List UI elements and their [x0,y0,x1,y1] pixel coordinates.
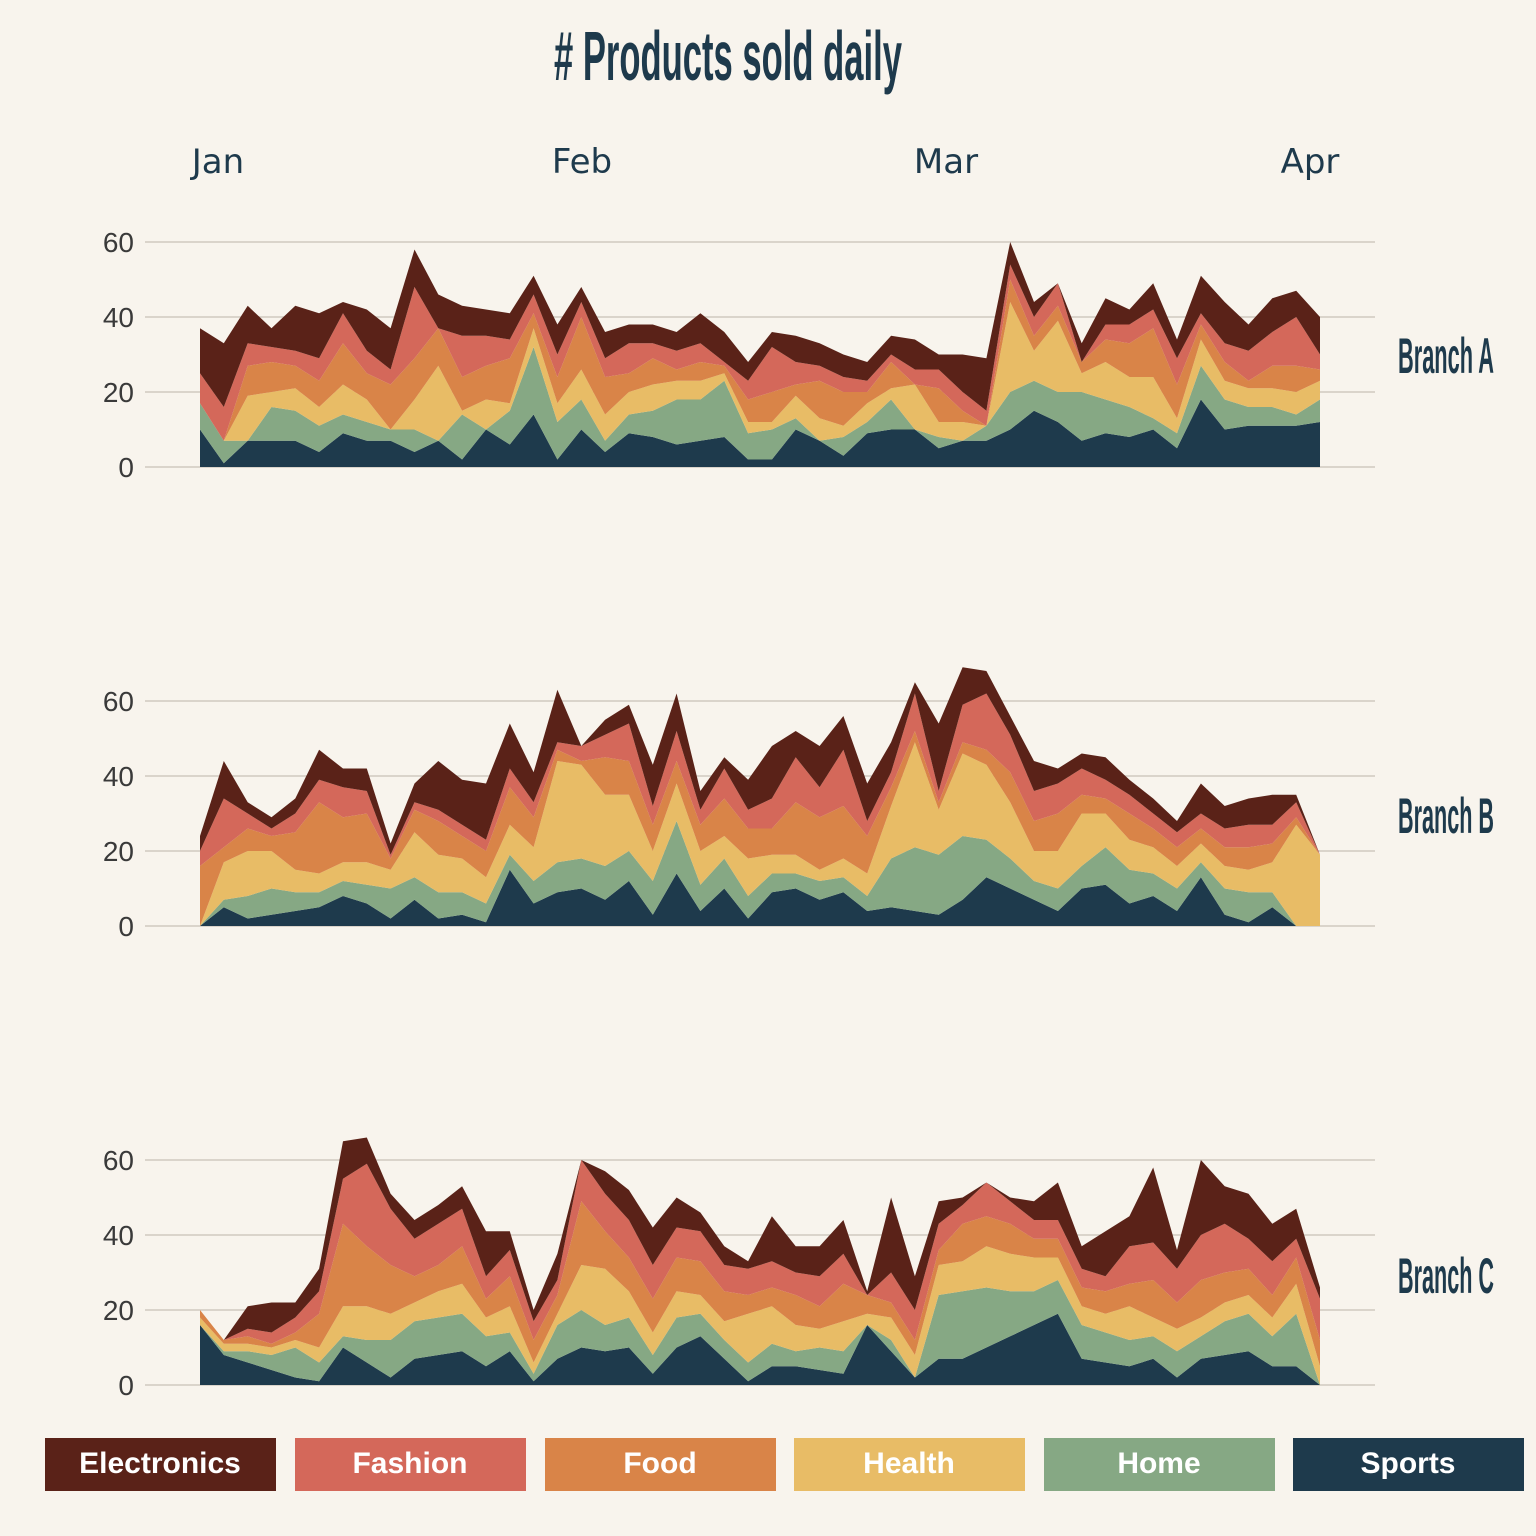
legend-item-electronics: Electronics [45,1438,276,1491]
y-tick-label: 40 [103,1220,134,1251]
month-tick-2: Mar [914,142,978,182]
y-tick-label: 60 [103,686,134,717]
panels: 0 20 40 60 Branch A 0 20 40 60 Branch B 0 20 40 60 Bra… [103,227,1494,1401]
y-tick-label: 40 [103,761,134,792]
legend-label: Fashion [352,1447,467,1480]
legend-item-health: Health [794,1438,1025,1491]
area-electronics [200,667,1320,855]
area-sports [200,1313,1320,1385]
legend-label: Sports [1360,1447,1455,1480]
y-tick-label: 20 [103,836,134,867]
area-health [200,1246,1320,1385]
area-home [200,347,1320,464]
month-axis: Jan Feb Mar Apr [190,142,1340,182]
y-tick-label: 0 [118,911,134,942]
y-tick-label: 60 [103,1145,134,1176]
y-tick-label: 60 [103,227,134,258]
area-electronics [200,1137,1320,1340]
legend-label: Electronics [79,1447,241,1480]
area-food [200,1201,1320,1367]
panel-2: 0 20 40 60 Branch B [103,667,1494,942]
month-tick-3: Apr [1281,142,1340,182]
legend-swatch [794,1438,1025,1491]
legend-swatch [545,1438,776,1491]
legend-item-food: Food [545,1438,776,1491]
area-sports [200,399,1320,467]
area-electronics [200,242,1320,411]
area-health [200,742,1320,926]
panel-1: 0 20 40 60 Branch A [103,227,1494,483]
area-fashion [200,693,1320,866]
legend-swatch [1293,1438,1524,1491]
chart-title: # Products sold daily [554,17,902,95]
month-tick-0: Jan [190,142,244,182]
legend-item-home: Home [1044,1438,1275,1491]
month-tick-1: Feb [552,142,612,182]
legend-label: Health [863,1447,955,1480]
panel-3: 0 20 40 60 Branch C [103,1137,1494,1401]
legend-swatch [45,1438,276,1491]
y-tick-label: 20 [103,1295,134,1326]
y-tick-label: 0 [118,1370,134,1401]
area-fashion [200,1160,1320,1344]
branch-label: Branch C [1398,1248,1494,1304]
branch-label: Branch B [1398,788,1494,844]
area-sports [200,869,1320,926]
y-tick-label: 20 [103,377,134,408]
area-food [200,279,1320,441]
legend-swatch [295,1438,526,1491]
legend-label: Food [623,1447,696,1480]
legend-item-fashion: Fashion [295,1438,526,1491]
y-tick-label: 0 [118,452,134,483]
area-health [200,302,1320,441]
area-fashion [200,264,1320,441]
area-home [200,821,1320,926]
legend-item-sports: Sports [1293,1438,1524,1491]
legend-swatch [1044,1438,1275,1491]
legend-label: Home [1117,1447,1200,1480]
legend: Electronics Fashion Food Health Home Sports [45,1438,1524,1491]
area-home [200,1280,1320,1385]
branch-label: Branch A [1398,328,1494,384]
y-tick-label: 40 [103,302,134,333]
